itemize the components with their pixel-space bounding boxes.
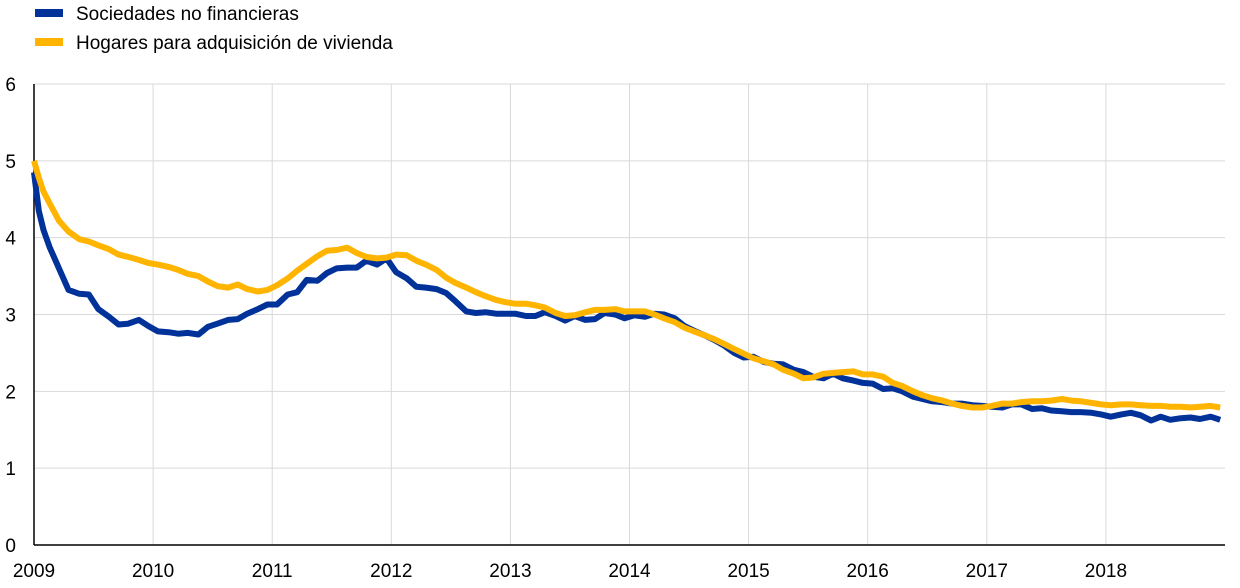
x-tick-label: 2013 [489,561,531,582]
grid [34,83,1225,545]
series-layer [31,159,1222,424]
x-tick-label: 2009 [13,561,55,582]
legend-swatch-1 [35,9,63,17]
x-tick-label: 2012 [370,561,412,582]
x-tick-label: 2011 [252,561,293,582]
axes: 0 1 2 3 4 5 6 2009 2010 2011 2012 2013 2014 2015 2016 2… [5,75,1225,582]
x-tick-label: 2015 [727,561,769,582]
y-tick-label: 0 [5,536,16,557]
y-tick-label: 4 [5,229,16,250]
x-tick-label: 2010 [132,561,174,582]
x-tick-label: 2018 [1085,561,1127,582]
series-line-2 [31,159,1221,411]
legend-label-2: Hogares para adquisición de vivienda [76,33,393,54]
y-tick-label: 6 [5,75,16,96]
y-tick-label: 2 [5,382,16,403]
legend-swatch-2 [35,38,63,46]
x-tick-label: 2017 [966,561,1008,582]
x-tick-label: 2016 [847,561,889,582]
legend-label-1: Sociedades no financieras [76,4,299,25]
legend: Sociedades no financieras Hogares para ad… [35,4,393,54]
y-tick-label: 3 [5,306,16,327]
series-line-1 [31,172,1222,424]
y-tick-label: 5 [5,152,16,173]
y-tick-label: 1 [5,459,16,480]
x-tick-label: 2014 [608,561,651,582]
